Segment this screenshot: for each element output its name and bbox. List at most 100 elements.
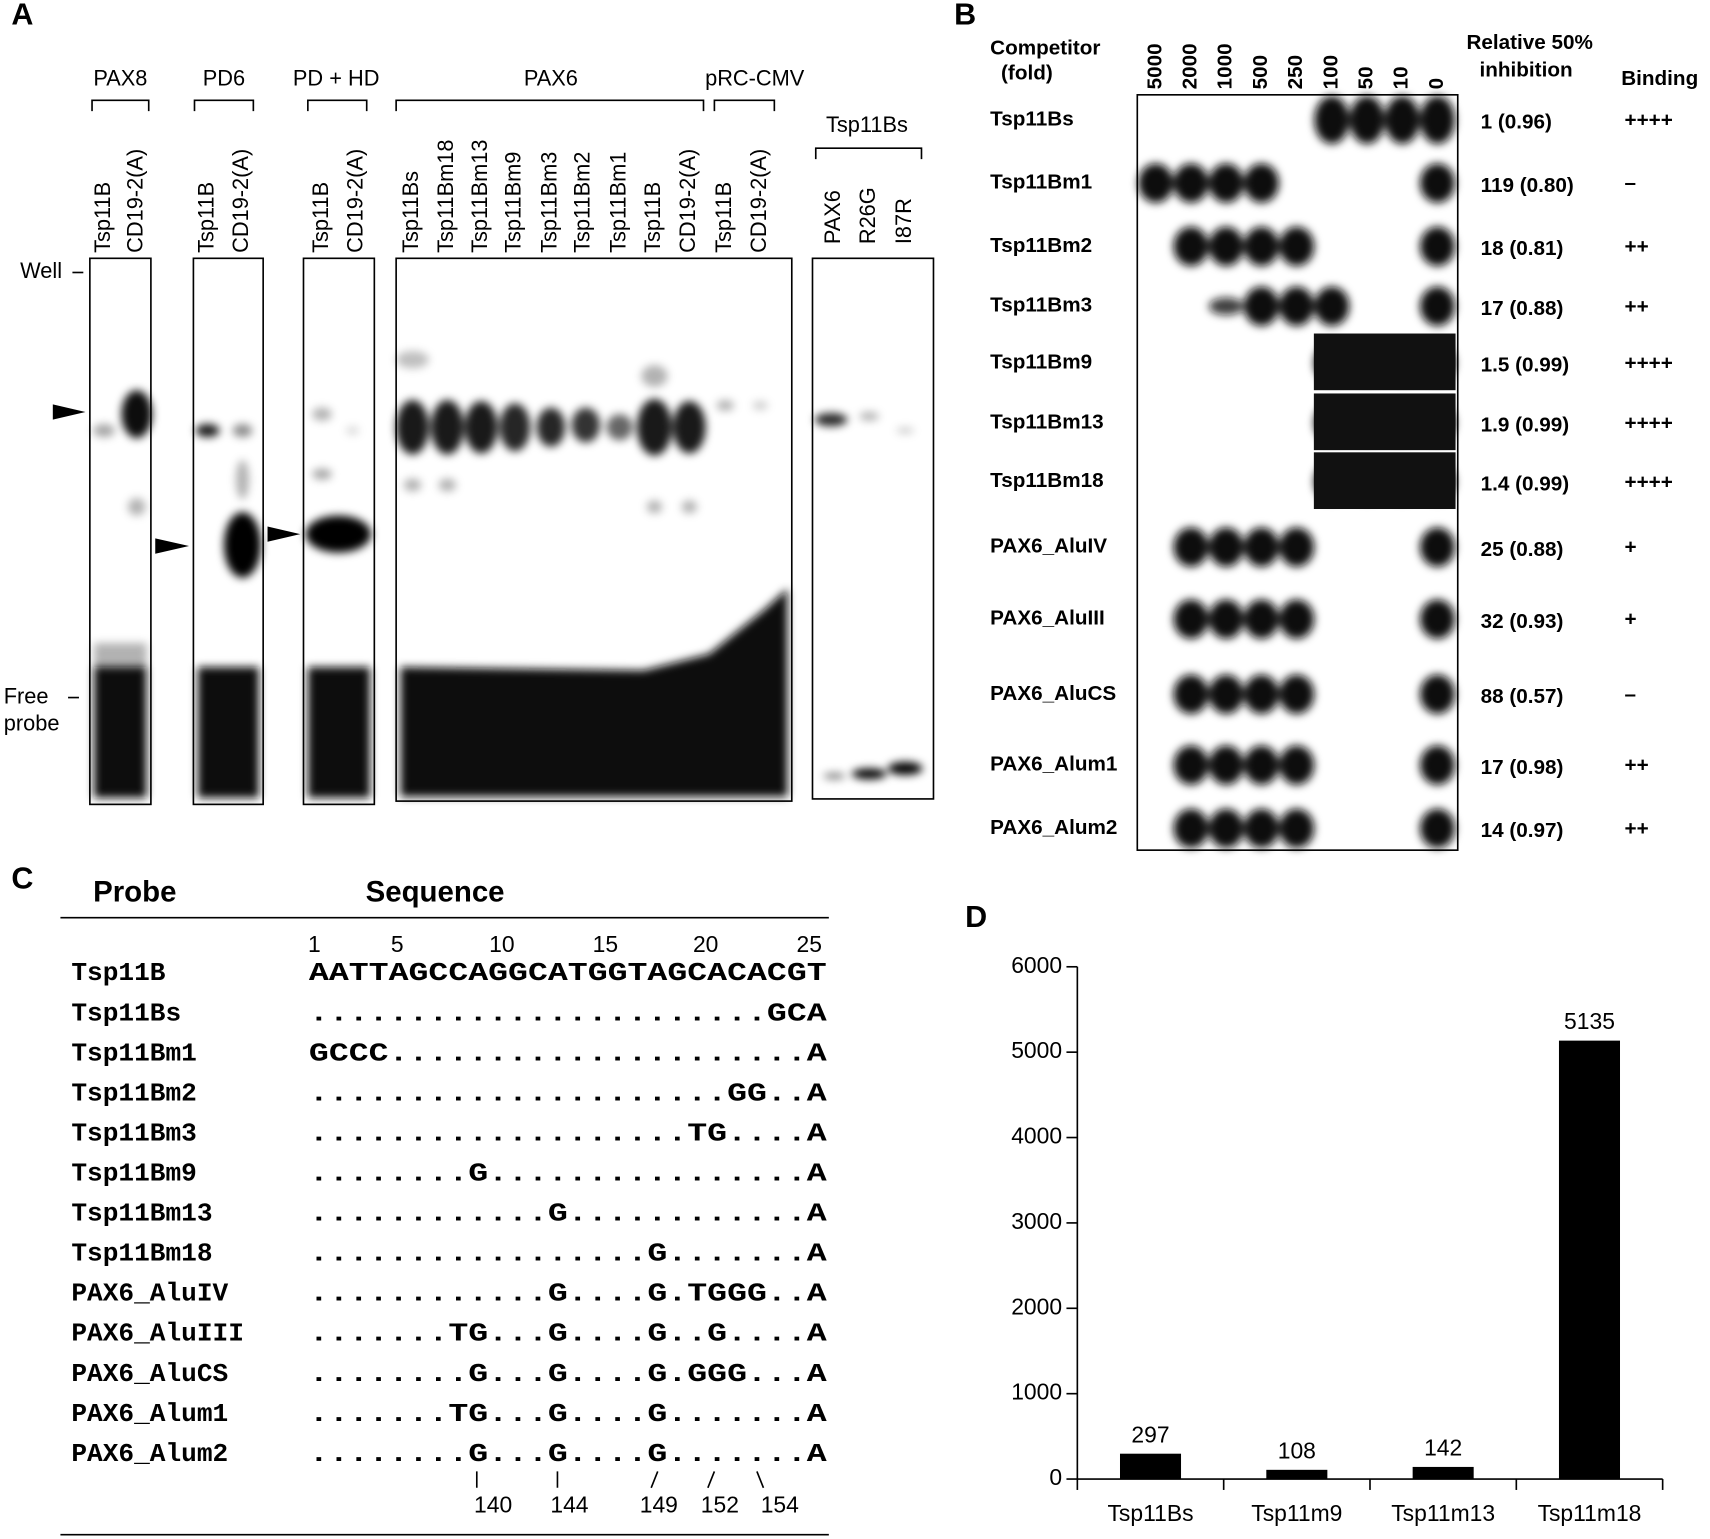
gel-band	[1173, 745, 1209, 785]
binding-value: ++	[1625, 295, 1649, 318]
inhibition-value: 32 (0.93)	[1481, 610, 1564, 633]
binding-value: ++	[1625, 754, 1649, 777]
column-header: inhibition	[1480, 58, 1573, 81]
y-tick-label: 4000	[1011, 1123, 1062, 1149]
lane-label: CD19-2(A)	[122, 149, 147, 253]
sequence: ............G............A	[309, 1199, 827, 1229]
gel-band	[345, 426, 360, 435]
position-number: 20	[693, 931, 718, 957]
bar	[1558, 1040, 1621, 1480]
value-label: 5135	[1564, 1008, 1615, 1034]
free-probe-band	[307, 667, 370, 798]
probe-name: PAX6_Alum1	[71, 1399, 228, 1429]
column-header: Probe	[93, 876, 176, 909]
inhibition-value: 25 (0.88)	[1481, 538, 1564, 561]
gel-band	[499, 403, 531, 452]
gel-band	[1173, 808, 1209, 848]
gel-band	[1420, 599, 1455, 639]
fold-label: 100	[1319, 55, 1342, 90]
position-number: 25	[796, 931, 821, 957]
lane-label: Tsp11Bm13	[467, 139, 492, 252]
gel-band	[1244, 808, 1279, 848]
panel-label: C	[11, 862, 33, 896]
lane-label: Tsp11Bm1	[605, 152, 630, 253]
free-probe-label: probe	[4, 711, 60, 736]
gel-band	[641, 365, 668, 387]
gel-band	[305, 515, 372, 553]
sequence: ............G....G.TGGG..A	[309, 1279, 827, 1309]
sequence: GCCC.....................A	[309, 1038, 827, 1068]
binding-value: –	[1625, 683, 1637, 706]
gel-band	[1244, 226, 1279, 266]
lane-label: Tsp11B	[193, 182, 218, 253]
probe-name: Tsp11Bs	[990, 107, 1074, 130]
arrowhead	[267, 526, 301, 542]
position-number: 5	[391, 931, 404, 957]
probe-name: PAX6_AluCS	[71, 1359, 228, 1389]
sequence: .......TG...G....G.......A	[309, 1399, 827, 1429]
gel-band	[887, 761, 923, 775]
gel-band	[1173, 527, 1209, 567]
lane-group-bracket	[307, 99, 368, 112]
gel-band	[1420, 808, 1455, 848]
sequence: ........G................A	[309, 1159, 827, 1189]
gel-band	[859, 411, 879, 421]
gel-band	[121, 390, 152, 439]
gel-band	[646, 500, 663, 514]
gel-band	[752, 401, 768, 410]
x-tick-label: Tsp11m9	[1251, 1500, 1342, 1526]
bar	[1266, 1469, 1328, 1480]
probe-name: PAX6_AluIV	[990, 535, 1107, 558]
probe-name: Tsp11Bm2	[71, 1078, 197, 1108]
gel-band	[536, 407, 566, 447]
probe-name: Tsp11Bm13	[990, 410, 1103, 433]
gel-band	[1244, 599, 1279, 639]
probe-name: PAX6_Alum1	[990, 753, 1117, 776]
gel-band	[195, 423, 220, 438]
gel-band	[1420, 95, 1455, 144]
probe-name: PAX6_AluIII	[990, 607, 1105, 630]
lane-label: Tsp11Bm2	[569, 152, 594, 253]
probe-name: Tsp11Bs	[71, 998, 181, 1028]
lane-label: R26G	[855, 187, 880, 244]
gel-band	[1208, 674, 1244, 714]
fold-label: 5000	[1143, 43, 1166, 89]
lane-label: Tsp11Bm9	[501, 152, 526, 253]
probe-name: Tsp11Bm18	[990, 469, 1103, 492]
lane-label: Tsp11Bm3	[537, 152, 562, 253]
lane-label: Tsp11B	[90, 182, 115, 253]
gel-band	[1279, 599, 1315, 639]
fold-label: 50	[1355, 66, 1378, 89]
gel-band	[1208, 808, 1244, 848]
sequence: .......................GCA	[309, 998, 827, 1028]
value-label: 108	[1278, 1437, 1316, 1463]
lane-group-label: PD6	[203, 65, 245, 90]
probe-name: PAX6_AluCS	[990, 682, 1116, 705]
gel-band	[1208, 226, 1244, 266]
column-header: (fold)	[1001, 62, 1053, 85]
arrowhead	[52, 404, 86, 420]
position-ticks	[475, 1471, 765, 1489]
fold-label: 1000	[1214, 43, 1237, 89]
gel-band	[1313, 333, 1456, 391]
gel-band	[1208, 163, 1244, 203]
gel-band	[1314, 286, 1350, 326]
arrowhead	[155, 538, 190, 554]
position-number: 140	[474, 1491, 512, 1517]
binding-value: +	[1625, 536, 1637, 559]
gel-band	[1173, 599, 1209, 639]
sequence: .................G.......A	[309, 1239, 827, 1269]
sequence: ...................TG....A	[309, 1118, 827, 1148]
gel-band	[1279, 745, 1315, 785]
gel-band	[851, 768, 887, 780]
gel-band	[1314, 95, 1350, 144]
gel-band	[606, 414, 633, 441]
column-header: Relative 50%	[1466, 31, 1592, 54]
gel-band	[1420, 286, 1455, 326]
gel-band	[1384, 95, 1420, 144]
gel-band	[1420, 674, 1455, 714]
panel-label: B	[954, 0, 976, 31]
y-tick-label: 1000	[1011, 1379, 1062, 1405]
